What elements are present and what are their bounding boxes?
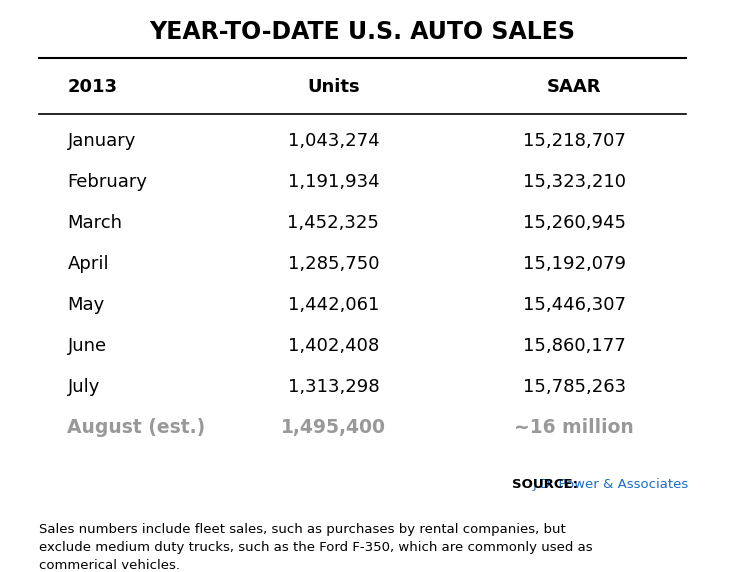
Text: 1,191,934: 1,191,934 — [288, 173, 379, 191]
Text: 15,323,210: 15,323,210 — [523, 173, 626, 191]
Text: 15,860,177: 15,860,177 — [523, 337, 626, 355]
Text: 15,446,307: 15,446,307 — [523, 296, 626, 314]
Text: 1,495,400: 1,495,400 — [281, 418, 386, 437]
Text: 1,313,298: 1,313,298 — [288, 378, 379, 396]
Text: SAAR: SAAR — [547, 78, 601, 96]
Text: SOURCE:: SOURCE: — [512, 478, 578, 491]
Text: Sales numbers include fleet sales, such as purchases by rental companies, but
ex: Sales numbers include fleet sales, such … — [39, 523, 592, 571]
Text: August (est.): August (est.) — [68, 418, 205, 437]
Text: J.D. Power & Associates: J.D. Power & Associates — [533, 478, 689, 491]
Text: YEAR-TO-DATE U.S. AUTO SALES: YEAR-TO-DATE U.S. AUTO SALES — [149, 20, 575, 44]
Text: 15,260,945: 15,260,945 — [523, 214, 626, 232]
Text: 15,785,263: 15,785,263 — [523, 378, 626, 396]
Text: July: July — [68, 378, 100, 396]
Text: 1,402,408: 1,402,408 — [288, 337, 379, 355]
Text: 1,442,061: 1,442,061 — [288, 296, 379, 314]
Text: 15,218,707: 15,218,707 — [523, 132, 626, 150]
Text: February: February — [68, 173, 147, 191]
Text: 1,452,325: 1,452,325 — [288, 214, 379, 232]
Text: March: March — [68, 214, 122, 232]
Text: May: May — [68, 296, 105, 314]
Text: January: January — [68, 132, 136, 150]
Text: Units: Units — [307, 78, 360, 96]
Text: June: June — [68, 337, 107, 355]
Text: April: April — [68, 255, 109, 273]
Text: 1,285,750: 1,285,750 — [288, 255, 379, 273]
Text: 1,043,274: 1,043,274 — [288, 132, 379, 150]
Text: 15,192,079: 15,192,079 — [523, 255, 626, 273]
Text: 2013: 2013 — [68, 78, 118, 96]
Text: ~16 million: ~16 million — [514, 418, 634, 437]
